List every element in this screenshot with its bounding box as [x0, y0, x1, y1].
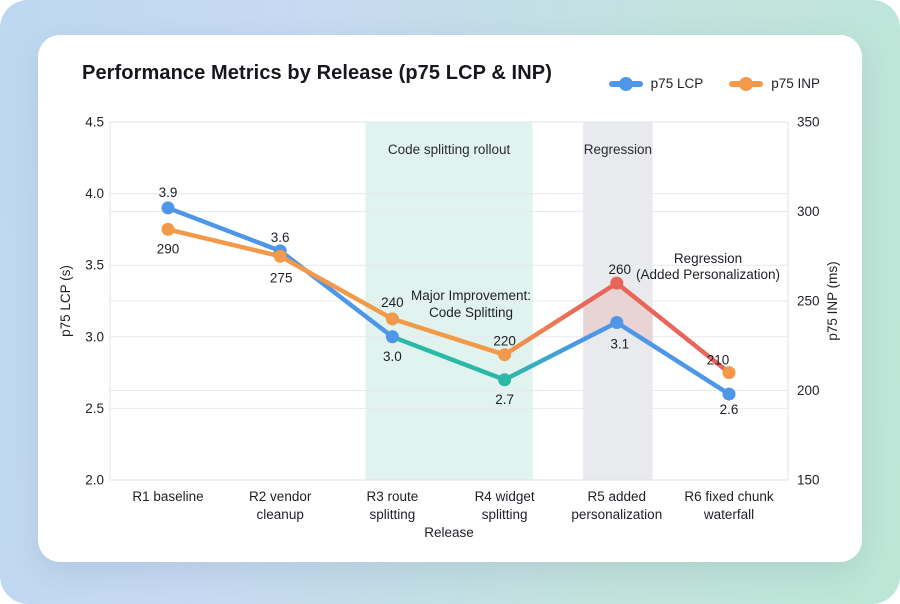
- chart-title: Performance Metrics by Release (p75 LCP …: [82, 62, 552, 84]
- chart-card: Performance Metrics by Release (p75 LCP …: [38, 35, 862, 562]
- legend-item-lcp[interactable]: p75 LCP: [608, 76, 704, 91]
- legend: p75 LCP p75 INP: [608, 76, 820, 91]
- legend-label-lcp: p75 LCP: [650, 76, 704, 91]
- legend-item-inp[interactable]: p75 INP: [729, 76, 820, 91]
- inp-legend-marker-icon: [729, 76, 764, 91]
- lcp-legend-marker-icon: [608, 76, 643, 91]
- legend-label-inp: p75 INP: [771, 76, 820, 91]
